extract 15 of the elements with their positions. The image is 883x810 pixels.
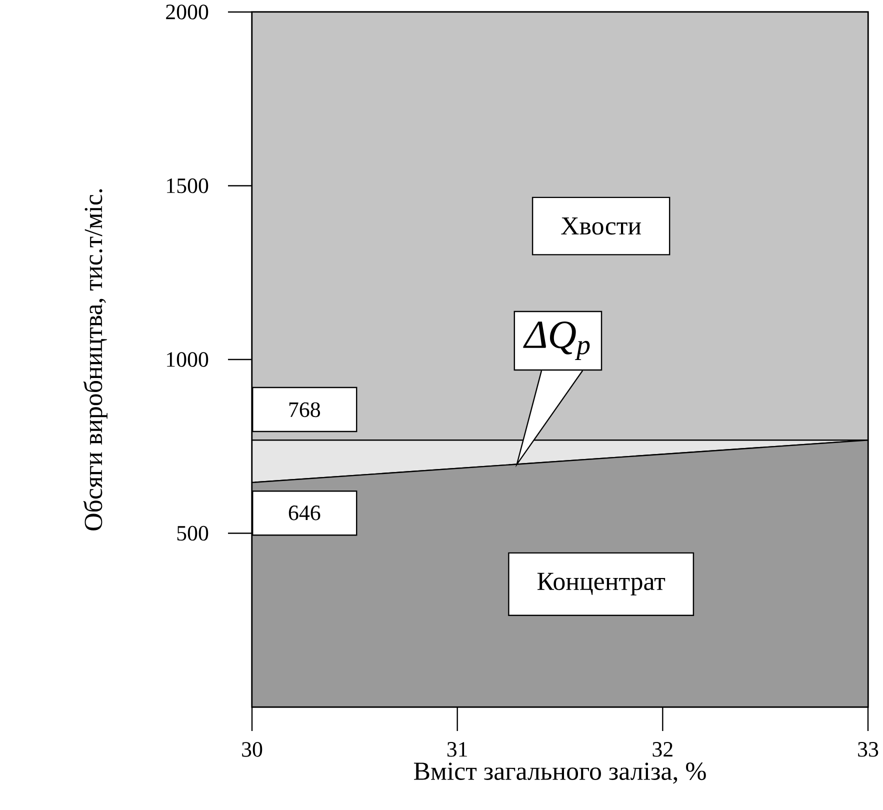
y-tick-label: 500 (177, 526, 208, 541)
x-tick-label: 30 (242, 742, 262, 757)
text: ΔQ$_{p}$ (523, 322, 590, 360)
y-tick-label: 1500 (167, 178, 208, 194)
y-tick-label: 2000 (166, 4, 208, 20)
x-tick-label: 33 (858, 742, 878, 757)
y-axis-title: Обсяги виробництва, тис.т/міс. (83, 189, 108, 530)
y-tick-label: 1000 (167, 352, 208, 367)
annotation: 646 (288, 506, 320, 520)
x-axis-title: Вміст загального заліза, % (414, 762, 706, 784)
annotation: 768 (289, 402, 320, 418)
x-tick-label: 32 (652, 742, 672, 757)
series-label: Хвости (561, 217, 641, 235)
series-label: Концентрат (537, 572, 666, 596)
x-tick-label: 31 (447, 742, 467, 757)
